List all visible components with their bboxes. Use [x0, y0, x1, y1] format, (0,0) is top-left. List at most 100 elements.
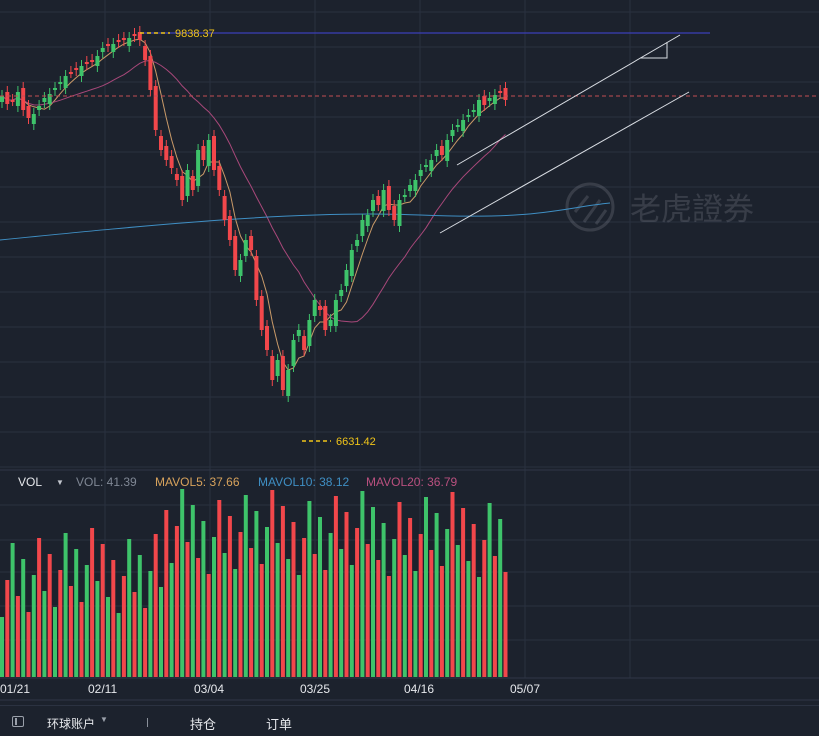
- candle[interactable]: [302, 336, 307, 350]
- candle[interactable]: [339, 290, 344, 296]
- candle[interactable]: [307, 320, 312, 346]
- candle[interactable]: [450, 130, 455, 136]
- candle[interactable]: [439, 146, 444, 155]
- candle[interactable]: [386, 186, 391, 210]
- candle[interactable]: [492, 95, 497, 104]
- candle[interactable]: [323, 306, 328, 330]
- chevron-down-icon[interactable]: ▼: [56, 478, 64, 487]
- candle[interactable]: [402, 195, 407, 197]
- measure-tool[interactable]: [640, 42, 668, 59]
- candle[interactable]: [31, 114, 36, 124]
- candle[interactable]: [106, 44, 110, 46]
- candle[interactable]: [84, 62, 89, 64]
- candle[interactable]: [111, 44, 116, 52]
- candle[interactable]: [286, 370, 291, 396]
- candle[interactable]: [233, 236, 238, 270]
- candle[interactable]: [498, 91, 503, 93]
- candle[interactable]: [10, 100, 15, 102]
- candle[interactable]: [5, 92, 10, 104]
- candle[interactable]: [445, 140, 450, 161]
- candle[interactable]: [254, 256, 259, 300]
- candle[interactable]: [132, 34, 137, 36]
- candle[interactable]: [174, 174, 179, 180]
- candle[interactable]: [227, 216, 232, 240]
- tab-positions[interactable]: 持仓: [190, 717, 217, 732]
- candle[interactable]: [212, 136, 216, 170]
- candle[interactable]: [466, 115, 471, 117]
- candle[interactable]: [164, 146, 169, 160]
- candle[interactable]: [333, 300, 338, 326]
- candle[interactable]: [100, 48, 105, 52]
- candle[interactable]: [249, 236, 254, 250]
- candle[interactable]: [143, 46, 148, 60]
- sidebar-toggle-icon[interactable]: [12, 716, 24, 727]
- candle[interactable]: [148, 56, 153, 90]
- chevron-down-icon[interactable]: ▼: [100, 715, 108, 724]
- candle[interactable]: [365, 215, 370, 226]
- candle[interactable]: [392, 206, 397, 220]
- candle[interactable]: [291, 340, 296, 366]
- candle[interactable]: [180, 176, 185, 200]
- candle[interactable]: [15, 92, 20, 106]
- candle[interactable]: [503, 88, 508, 100]
- candle[interactable]: [477, 100, 481, 116]
- candle[interactable]: [243, 240, 248, 256]
- candle[interactable]: [461, 120, 466, 131]
- candle[interactable]: [58, 82, 63, 84]
- candle[interactable]: [53, 88, 57, 90]
- candle[interactable]: [408, 185, 413, 191]
- candle[interactable]: [429, 160, 434, 171]
- candle[interactable]: [196, 150, 201, 186]
- candle[interactable]: [42, 98, 47, 102]
- candle[interactable]: [185, 170, 190, 196]
- trend-channel-lower[interactable]: [439, 91, 690, 234]
- candle[interactable]: [312, 300, 317, 316]
- candle[interactable]: [418, 170, 423, 176]
- candle[interactable]: [455, 125, 460, 127]
- candle[interactable]: [471, 110, 476, 112]
- candle[interactable]: [21, 88, 26, 110]
- candle[interactable]: [328, 320, 333, 326]
- candle[interactable]: [121, 38, 126, 40]
- account-selector[interactable]: 环球账户: [47, 717, 96, 731]
- candle[interactable]: [169, 156, 174, 168]
- candle[interactable]: [487, 98, 492, 101]
- candle[interactable]: [360, 220, 365, 236]
- candle[interactable]: [270, 356, 275, 380]
- candle[interactable]: [68, 72, 73, 74]
- candle[interactable]: [116, 40, 121, 42]
- candle[interactable]: [79, 66, 84, 76]
- tab-orders[interactable]: 订单: [266, 717, 293, 732]
- candle[interactable]: [238, 260, 243, 276]
- candle[interactable]: [413, 180, 418, 191]
- candle[interactable]: [381, 190, 386, 211]
- candle[interactable]: [265, 326, 269, 350]
- candle[interactable]: [37, 106, 42, 110]
- candle[interactable]: [74, 68, 79, 70]
- candle[interactable]: [376, 196, 381, 205]
- candle[interactable]: [434, 150, 439, 156]
- candle[interactable]: [47, 94, 52, 104]
- candle[interactable]: [26, 106, 31, 118]
- candle[interactable]: [95, 56, 100, 66]
- candle[interactable]: [201, 146, 206, 160]
- candle[interactable]: [159, 136, 163, 150]
- candle[interactable]: [275, 360, 280, 376]
- candle[interactable]: [371, 200, 375, 211]
- candle[interactable]: [259, 296, 264, 330]
- candle[interactable]: [482, 96, 487, 105]
- trend-channel-upper[interactable]: [456, 34, 681, 166]
- candle[interactable]: [222, 196, 227, 220]
- candle[interactable]: [127, 38, 132, 46]
- candle[interactable]: [355, 240, 360, 246]
- candle[interactable]: [153, 86, 158, 130]
- candle[interactable]: [397, 200, 402, 226]
- candle[interactable]: [0, 96, 4, 102]
- candlestick-chart[interactable]: 老虎證券 9838.37 6631.42 VOL ▼ VOL: 41.39 MAVOL5…: [0, 0, 819, 705]
- candle[interactable]: [424, 165, 428, 167]
- candle[interactable]: [318, 306, 322, 310]
- candle[interactable]: [296, 330, 301, 336]
- candle[interactable]: [349, 250, 354, 276]
- candle[interactable]: [190, 176, 195, 190]
- candle[interactable]: [217, 166, 222, 190]
